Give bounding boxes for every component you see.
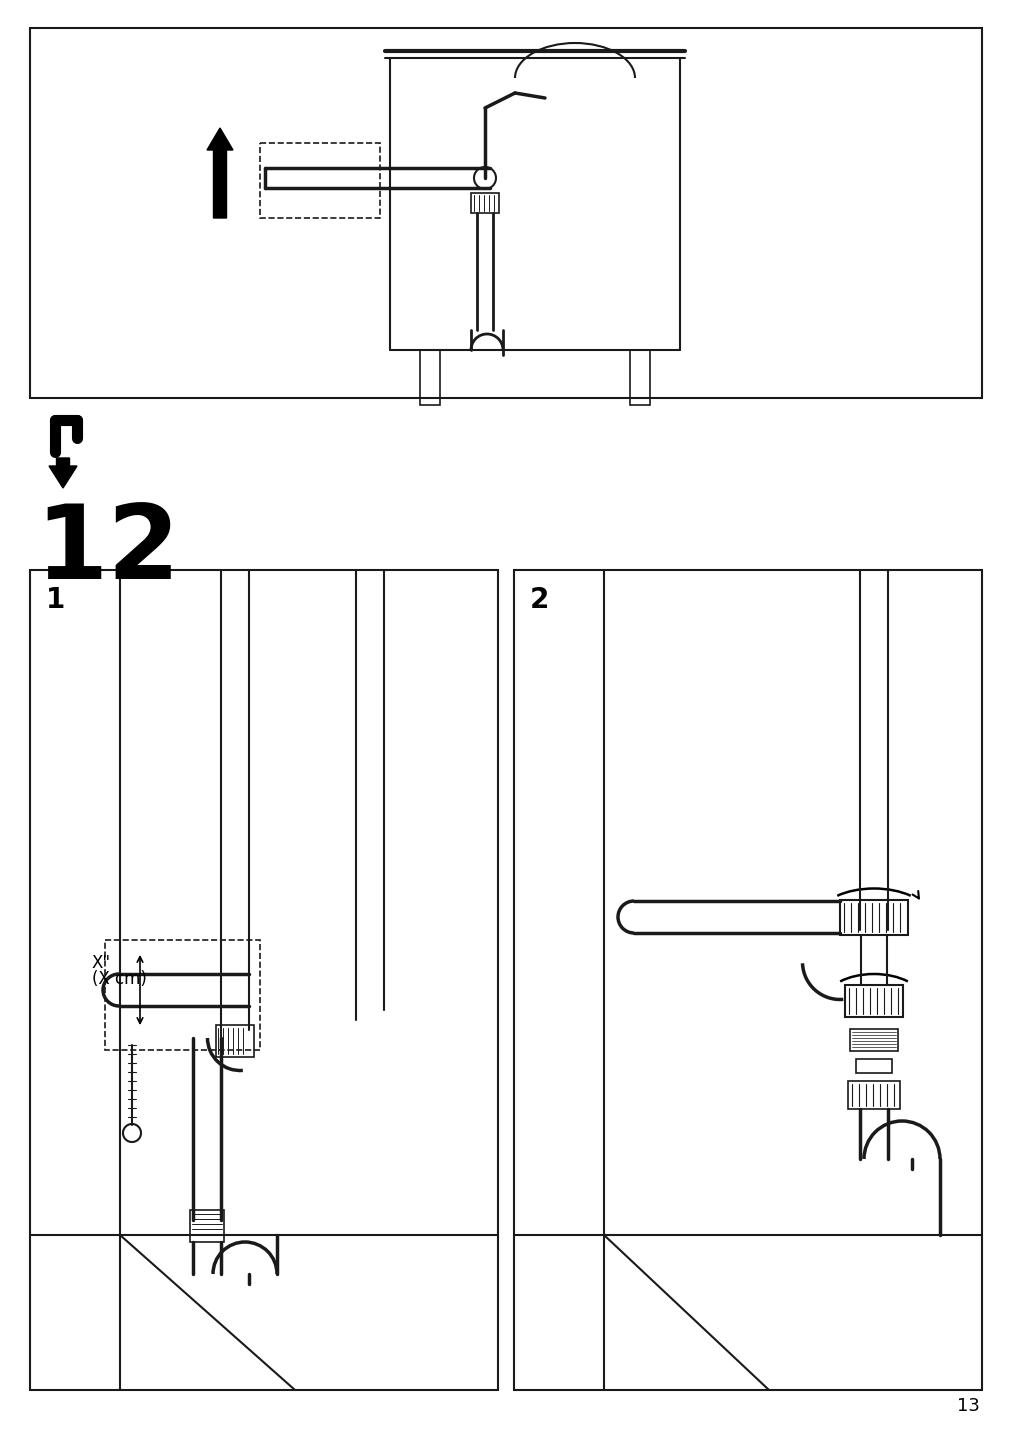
Bar — [215, 1025, 254, 1057]
FancyArrow shape — [207, 127, 233, 218]
Text: X": X" — [92, 954, 111, 972]
Bar — [30, 29, 981, 398]
Text: (X cm): (X cm) — [92, 969, 147, 988]
Text: 12: 12 — [35, 500, 180, 601]
Bar — [844, 985, 902, 1017]
Bar — [30, 570, 497, 1390]
Bar — [260, 143, 379, 218]
Bar — [855, 1060, 891, 1073]
Bar — [839, 899, 907, 935]
Bar — [847, 1081, 899, 1108]
Text: 2: 2 — [530, 586, 549, 614]
FancyArrow shape — [49, 458, 77, 488]
Bar — [190, 1210, 223, 1242]
Text: 1: 1 — [45, 586, 65, 614]
Bar — [470, 193, 498, 213]
Text: 13: 13 — [956, 1398, 979, 1415]
Bar — [849, 1030, 897, 1051]
Bar — [514, 570, 981, 1390]
Bar — [630, 349, 649, 405]
Bar — [420, 349, 440, 405]
Bar — [105, 939, 260, 1050]
